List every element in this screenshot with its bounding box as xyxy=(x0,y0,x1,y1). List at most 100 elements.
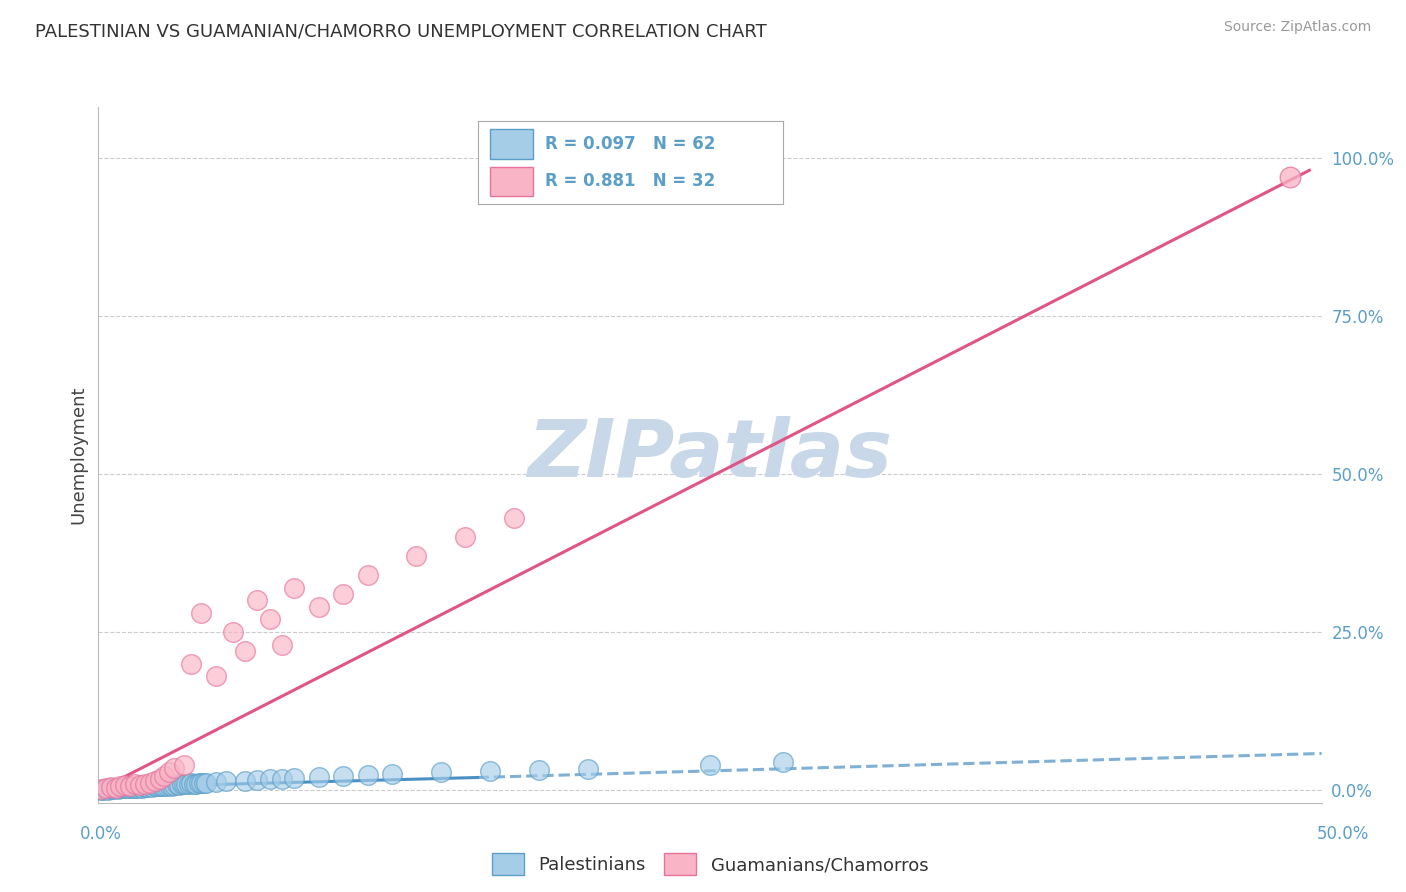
Point xyxy=(180,657,202,671)
Point xyxy=(134,780,156,794)
Point xyxy=(100,781,122,796)
Point xyxy=(114,778,136,792)
Point xyxy=(214,774,236,789)
Point xyxy=(104,781,127,796)
Point xyxy=(114,781,136,796)
Point xyxy=(259,612,281,626)
Point xyxy=(163,778,186,792)
Point xyxy=(478,764,501,779)
Point xyxy=(120,780,142,794)
Text: PALESTINIAN VS GUAMANIAN/CHAMORRO UNEMPLOYMENT CORRELATION CHART: PALESTINIAN VS GUAMANIAN/CHAMORRO UNEMPL… xyxy=(35,22,766,40)
Y-axis label: Unemployment: Unemployment xyxy=(69,385,87,524)
Point xyxy=(170,777,193,791)
Point xyxy=(430,765,453,780)
Point xyxy=(139,780,162,794)
Point xyxy=(117,780,139,795)
Point xyxy=(111,780,134,795)
Point xyxy=(124,781,146,796)
Point xyxy=(381,766,404,780)
Point xyxy=(283,581,305,595)
Point xyxy=(156,779,179,793)
Point xyxy=(283,771,305,785)
Point xyxy=(157,765,180,780)
Point xyxy=(190,606,212,620)
Point xyxy=(332,769,354,783)
Point xyxy=(104,780,127,795)
Point xyxy=(176,777,198,791)
Point xyxy=(97,782,120,797)
Point xyxy=(356,568,378,582)
Point xyxy=(356,768,378,782)
Point xyxy=(1278,169,1301,184)
Text: 50.0%: 50.0% xyxy=(1316,825,1369,843)
Point xyxy=(143,773,166,788)
Point xyxy=(527,763,550,777)
Point xyxy=(270,638,294,652)
Point xyxy=(141,780,163,794)
Point xyxy=(163,761,186,775)
Point xyxy=(94,781,117,796)
Point xyxy=(332,587,354,601)
Point xyxy=(139,775,162,789)
Point xyxy=(150,779,173,793)
Point xyxy=(121,780,143,795)
Point xyxy=(187,776,209,790)
Point xyxy=(195,775,218,789)
Point xyxy=(124,777,146,791)
Point xyxy=(233,773,256,788)
Point xyxy=(100,780,122,794)
Point xyxy=(107,781,129,796)
Point xyxy=(90,783,112,797)
Point xyxy=(127,780,149,795)
Point xyxy=(259,772,281,787)
Point xyxy=(180,776,202,790)
Point xyxy=(270,772,294,786)
Point xyxy=(405,549,427,563)
Point xyxy=(308,771,330,785)
Point xyxy=(100,781,122,796)
Point xyxy=(166,777,188,791)
FancyBboxPatch shape xyxy=(489,129,533,159)
Point xyxy=(233,644,256,658)
Point xyxy=(167,778,190,792)
Point xyxy=(576,762,599,776)
Point xyxy=(143,780,166,794)
Point xyxy=(134,777,156,791)
Point xyxy=(205,775,228,789)
Point xyxy=(190,775,212,789)
Point xyxy=(205,669,228,683)
Point xyxy=(454,530,477,544)
Text: ZIPatlas: ZIPatlas xyxy=(527,416,893,494)
Point xyxy=(503,511,526,525)
Point xyxy=(136,780,159,794)
Point xyxy=(149,780,172,794)
Text: Source: ZipAtlas.com: Source: ZipAtlas.com xyxy=(1223,20,1371,34)
Point xyxy=(94,781,117,796)
Point xyxy=(173,777,195,791)
Text: R = 0.097   N = 62: R = 0.097 N = 62 xyxy=(546,135,716,153)
Point xyxy=(160,779,183,793)
Point xyxy=(146,779,169,793)
Point xyxy=(183,777,205,791)
Point xyxy=(186,777,208,791)
Point xyxy=(120,781,142,796)
Text: R = 0.881   N = 32: R = 0.881 N = 32 xyxy=(546,172,716,191)
Point xyxy=(177,777,200,791)
Point xyxy=(91,782,114,797)
Text: 0.0%: 0.0% xyxy=(80,825,122,843)
Point xyxy=(246,772,269,787)
Point xyxy=(157,778,180,792)
Point xyxy=(772,755,794,769)
Point xyxy=(308,599,330,614)
Point xyxy=(129,780,152,794)
Point xyxy=(110,781,132,796)
Legend: Palestinians, Guamanians/Chamorros: Palestinians, Guamanians/Chamorros xyxy=(482,844,938,884)
Point xyxy=(153,780,176,794)
Point xyxy=(90,781,112,796)
FancyBboxPatch shape xyxy=(489,167,533,196)
Point xyxy=(101,781,124,796)
Point xyxy=(110,780,132,794)
Point xyxy=(246,593,269,607)
Point xyxy=(153,769,176,783)
Point xyxy=(173,757,195,772)
